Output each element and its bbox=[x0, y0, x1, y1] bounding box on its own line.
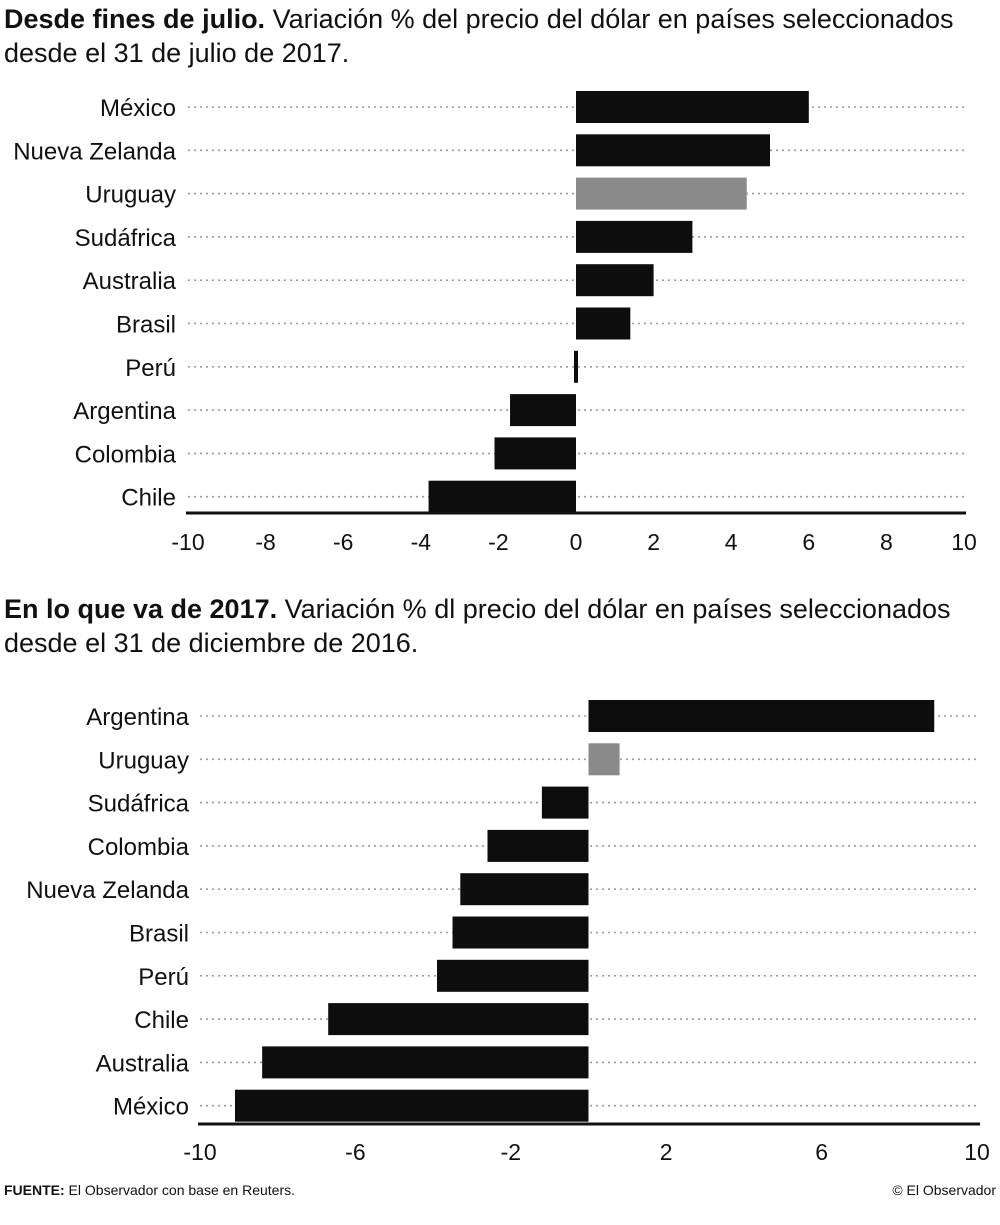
chart-2-tick-label: 10 bbox=[964, 1139, 990, 1165]
chart-2-category-label: Argentina bbox=[86, 704, 189, 731]
chart-2-category-label: Brasil bbox=[129, 921, 189, 948]
chart-2-tick-label: -10 bbox=[183, 1139, 216, 1165]
chart-1-category-label: México bbox=[100, 95, 176, 122]
chart-2-category-label: Uruguay bbox=[98, 747, 189, 774]
chart-2-title-lead: En lo que va de 2017. bbox=[4, 594, 278, 624]
chart-1-title: Desde fines de julio. Variación % del pr… bbox=[4, 2, 994, 70]
chart-1-category-label: Colombia bbox=[75, 441, 177, 468]
chart-2-category-label: Australia bbox=[96, 1050, 190, 1077]
chart-2-tick-label: -6 bbox=[345, 1139, 365, 1165]
chart-1-category-label: Brasil bbox=[116, 312, 176, 339]
chart-1: México Nueva Zelanda Uruguay Sudáfrica Austr… bbox=[13, 91, 977, 555]
chart-2-tick-label: -2 bbox=[501, 1139, 521, 1165]
chart-2-bar-australia bbox=[262, 1046, 589, 1079]
chart-1-bar-argentina bbox=[510, 394, 576, 427]
chart-1-tick-label: -2 bbox=[488, 529, 508, 555]
chart-1-tick-label: -8 bbox=[255, 529, 275, 555]
chart-1-bar-uruguay bbox=[576, 177, 747, 210]
chart-1-title-lead: Desde fines de julio. bbox=[4, 4, 266, 34]
source-text: El Observador con base en Reuters. bbox=[64, 1182, 296, 1198]
chart-2-bar-nueva-zelanda bbox=[460, 873, 589, 906]
chart-2-bar-argentina bbox=[588, 700, 935, 732]
chart-1-tick-label: -10 bbox=[171, 529, 204, 555]
chart-2-tick-label: 2 bbox=[660, 1139, 673, 1165]
chart-1-bar-chile bbox=[428, 480, 576, 513]
chart-1-category-label: Australia bbox=[83, 268, 177, 295]
chart-1-title-rest: Variación % del precio del dólar en país… bbox=[4, 4, 954, 68]
chart-2-bar-chile bbox=[328, 1003, 589, 1036]
chart-2-tick-label: 6 bbox=[815, 1139, 828, 1165]
chart-2-category-label: Sudáfrica bbox=[88, 791, 190, 818]
chart-1-bar-brasil bbox=[576, 307, 631, 340]
chart-2-title-rest: Variación % dl precio del dólar en paíse… bbox=[4, 594, 951, 658]
chart-1-tick-label: -6 bbox=[333, 529, 353, 555]
chart-1-category-label: Chile bbox=[121, 485, 176, 512]
chart-2-category-label: Perú bbox=[138, 964, 189, 991]
chart-1-bar-nueva-zelanda bbox=[576, 134, 770, 167]
source-note: FUENTE: El Observador con base en Reuter… bbox=[4, 1182, 295, 1198]
chart-2-bar-méxico bbox=[234, 1089, 589, 1122]
chart-2-category-label: México bbox=[113, 1094, 189, 1121]
chart-2-title: En lo que va de 2017. Variación % dl pre… bbox=[4, 592, 994, 660]
chart-1-tick-label: 4 bbox=[725, 529, 738, 555]
chart-2-category-label: Colombia bbox=[88, 834, 190, 861]
chart-1-tick-label: -4 bbox=[411, 529, 432, 555]
chart-2-bar-brasil bbox=[452, 916, 589, 949]
chart-1-bar-perú bbox=[574, 350, 578, 383]
chart-1-tick-label: 2 bbox=[647, 529, 660, 555]
chart-2-category-label: Chile bbox=[134, 1007, 189, 1034]
chart-2-bar-uruguay bbox=[588, 743, 620, 776]
chart-2: Argentina Uruguay Sudáfrica Colombia Nueva Z… bbox=[26, 700, 990, 1165]
chart-1-bar-colombia bbox=[494, 437, 576, 470]
chart-1-tick-label: 0 bbox=[570, 529, 583, 555]
chart-1-tick-label: 6 bbox=[802, 529, 815, 555]
chart-2-bar-colombia bbox=[487, 829, 589, 862]
chart-1-category-label: Sudáfrica bbox=[75, 225, 177, 252]
chart-1-tick-label: 10 bbox=[951, 529, 977, 555]
chart-1-category-label: Perú bbox=[125, 355, 176, 382]
chart-1-bar-sudáfrica bbox=[576, 220, 693, 253]
chart-1-tick-label: 8 bbox=[880, 529, 893, 555]
chart-1-category-label: Uruguay bbox=[85, 182, 176, 209]
credit: © El Observador bbox=[892, 1182, 996, 1198]
chart-1-category-label: Argentina bbox=[73, 398, 176, 425]
source-label: FUENTE: bbox=[4, 1182, 65, 1198]
chart-2-category-label: Nueva Zelanda bbox=[26, 877, 189, 904]
chart-2-bar-sudáfrica bbox=[541, 786, 589, 819]
chart-1-bar-méxico bbox=[576, 91, 809, 123]
chart-1-category-label: Nueva Zelanda bbox=[13, 138, 176, 165]
chart-1-bar-australia bbox=[576, 264, 654, 297]
chart-2-bar-perú bbox=[436, 959, 589, 992]
